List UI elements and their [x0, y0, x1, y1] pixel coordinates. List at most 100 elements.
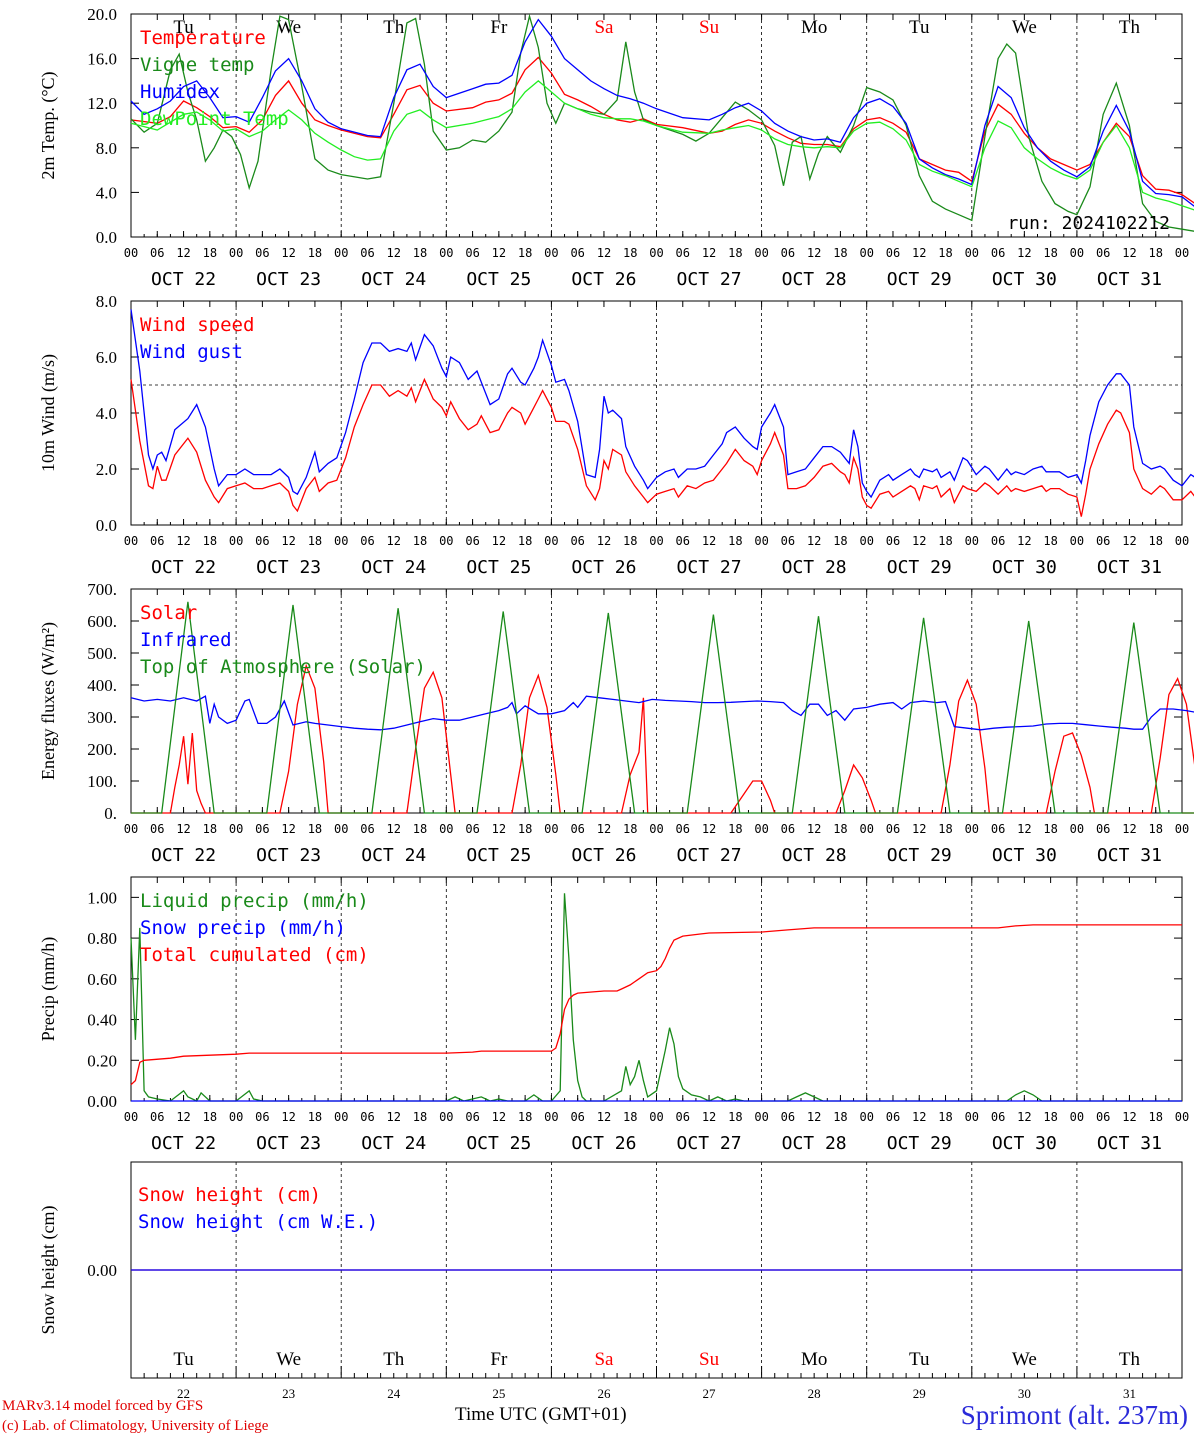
hour-tick-label: 00: [965, 534, 979, 548]
date-label: OCT 26: [571, 1133, 636, 1154]
hour-tick-label: 06: [465, 1110, 479, 1124]
legend-entry: Wind gust: [140, 341, 243, 363]
hour-tick-label: 00: [124, 1110, 138, 1124]
date-label: OCT 30: [992, 845, 1057, 866]
y-tick-label: 500.: [87, 644, 117, 663]
date-label: OCT 25: [466, 269, 531, 290]
hour-tick-label: 12: [281, 246, 295, 260]
legend-entry: Solar: [140, 602, 197, 624]
hour-tick-label: 12: [912, 822, 926, 836]
date-label: OCT 30: [992, 1133, 1057, 1154]
hour-tick-label: 18: [833, 246, 847, 260]
y-tick-label: 8.0: [96, 292, 117, 311]
y-axis-label: Precip (mm/h): [38, 937, 59, 1041]
hour-tick-label: 06: [886, 1110, 900, 1124]
date-label: OCT 23: [256, 269, 321, 290]
weekday-label: Sa: [594, 17, 614, 38]
y-axis-label: Snow height (cm): [38, 1206, 59, 1335]
date-label: OCT 22: [151, 1133, 216, 1154]
hour-tick-label: 00: [124, 246, 138, 260]
hour-tick-label: 18: [1043, 1110, 1057, 1124]
day-number-label: 23: [282, 1386, 295, 1401]
hour-tick-label: 06: [886, 534, 900, 548]
y-tick-label: 12.0: [87, 94, 117, 113]
hour-tick-label: 12: [702, 534, 716, 548]
day-number-label: 31: [1123, 1386, 1136, 1401]
hour-tick-label: 00: [649, 1110, 663, 1124]
hour-tick-label: 18: [938, 534, 952, 548]
date-label: OCT 26: [571, 269, 636, 290]
legend-entry: Snow height (cm W.E.): [138, 1211, 378, 1233]
weekday-label: We: [1012, 17, 1037, 38]
hour-tick-label: 06: [150, 1110, 164, 1124]
date-label: OCT 29: [887, 557, 952, 578]
date-label: OCT 28: [782, 845, 847, 866]
hour-tick-label: 06: [781, 822, 795, 836]
y-axis-label: 2m Temp. (°C): [38, 71, 59, 179]
date-label: OCT 31: [1097, 557, 1162, 578]
hour-tick-label: 06: [991, 246, 1005, 260]
hour-tick-label: 00: [229, 822, 243, 836]
hour-tick-label: 00: [965, 1110, 979, 1124]
hour-tick-label: 00: [1175, 534, 1189, 548]
hour-tick-label: 06: [360, 1110, 374, 1124]
y-tick-label: 8.0: [96, 139, 117, 158]
hour-tick-label: 06: [991, 534, 1005, 548]
hour-tick-label: 00: [859, 822, 873, 836]
hour-tick-label: 00: [649, 822, 663, 836]
hour-tick-label: 18: [203, 1110, 217, 1124]
date-label: OCT 23: [256, 557, 321, 578]
hour-tick-label: 00: [754, 246, 768, 260]
hour-tick-label: 12: [492, 822, 506, 836]
weekday-label: We: [1012, 1349, 1037, 1370]
y-tick-label: 2.0: [96, 460, 117, 479]
hour-tick-label: 12: [1017, 822, 1031, 836]
weekday-label: Fr: [490, 17, 508, 38]
day-number-label: 24: [387, 1386, 401, 1401]
hour-tick-label: 00: [1070, 822, 1084, 836]
hour-tick-label: 00: [965, 246, 979, 260]
hour-tick-label: 18: [518, 246, 532, 260]
date-label: OCT 26: [571, 557, 636, 578]
day-number-label: 30: [1018, 1386, 1031, 1401]
y-tick-label: 600.: [87, 612, 117, 631]
day-number-label: 29: [913, 1386, 926, 1401]
hour-tick-label: 12: [807, 1110, 821, 1124]
hour-tick-label: 18: [308, 246, 322, 260]
y-axis-label: Energy fluxes (W/m²): [38, 622, 59, 780]
legend-entry: Liquid precip (mm/h): [140, 890, 369, 912]
hour-tick-label: 06: [465, 246, 479, 260]
day-number-label: 26: [597, 1386, 611, 1401]
weekday-label: Tu: [909, 17, 930, 38]
hour-tick-label: 12: [1017, 534, 1031, 548]
hour-tick-label: 18: [728, 822, 742, 836]
hour-tick-label: 06: [886, 822, 900, 836]
legend-entry: Top of Atmosphere (Solar): [140, 656, 426, 678]
date-label: OCT 24: [361, 269, 426, 290]
hour-tick-label: 00: [1070, 1110, 1084, 1124]
legend-entry: Snow precip (mm/h): [140, 917, 346, 939]
weekday-label: Tu: [173, 1349, 194, 1370]
day-number-label: 25: [492, 1386, 505, 1401]
hour-tick-label: 18: [1148, 246, 1162, 260]
hour-tick-label: 18: [203, 534, 217, 548]
hour-tick-label: 12: [281, 822, 295, 836]
hour-tick-label: 00: [334, 534, 348, 548]
hour-tick-label: 18: [833, 822, 847, 836]
hour-tick-label: 12: [176, 534, 190, 548]
hour-tick-label: 12: [912, 534, 926, 548]
y-tick-label: 4.0: [96, 183, 117, 202]
weekday-label: Mo: [801, 1349, 827, 1370]
legend-entry: DewPoint Temp: [140, 108, 289, 130]
hour-tick-label: 06: [1096, 534, 1110, 548]
hour-tick-label: 06: [360, 534, 374, 548]
hour-tick-label: 12: [176, 246, 190, 260]
y-axis-label: 10m Wind (m/s): [38, 354, 59, 472]
hour-tick-label: 00: [334, 822, 348, 836]
hour-tick-label: 00: [1175, 1110, 1189, 1124]
hour-tick-label: 18: [1043, 534, 1057, 548]
hour-tick-label: 12: [1122, 1110, 1136, 1124]
date-label: OCT 29: [887, 1133, 952, 1154]
x-axis-title: Time UTC (GMT+01): [455, 1404, 627, 1425]
y-tick-label: 16.0: [87, 50, 117, 69]
